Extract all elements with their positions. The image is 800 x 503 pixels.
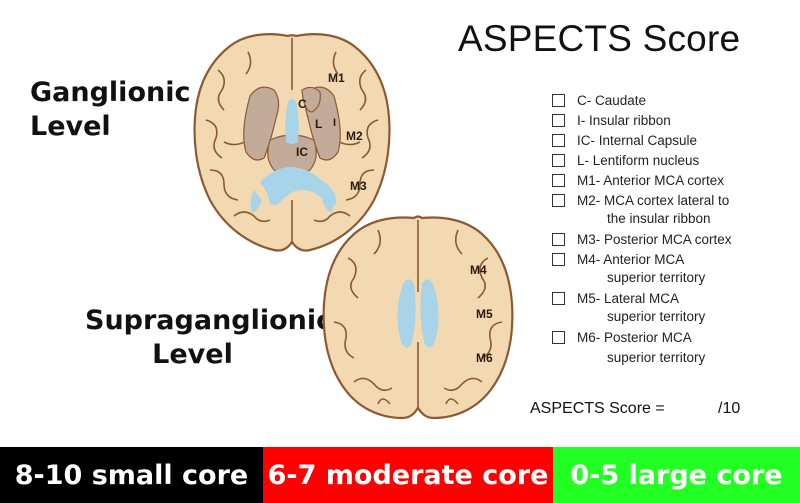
check-label: IC- Internal Capsule [577,133,698,148]
checkbox[interactable] [552,194,565,207]
label-m6: M6 [476,351,493,365]
label-m2: M2 [346,129,363,143]
check-label: C- Caudate [577,93,647,108]
check-label: M4- Anterior MCA [577,252,685,267]
checkbox[interactable] [552,174,565,187]
label-i: I [333,117,336,129]
checkbox[interactable] [552,253,565,266]
large-core-band: 0-5 large core [553,447,800,503]
checkbox[interactable] [552,114,565,127]
moderate-core-band: 6-7 moderate core [263,447,553,503]
check-label-line-2: superior territory [607,309,706,324]
supraganglionic-gyri [333,220,503,408]
supraganglionic-ventricles [397,279,439,348]
label-m1: M1 [328,71,345,85]
supraganglionic-level-label: Supraganglionic Level [85,304,333,372]
ganglionic-ventricles [250,99,337,212]
check-label-line-2: superior territory [607,270,706,285]
aspects-score-total: /10 [718,400,741,417]
ganglionic-gyri [205,38,379,242]
checkbox[interactable] [552,331,565,344]
checkbox[interactable] [552,94,565,107]
check-label: M3- Posterior MCA cortex [577,232,732,247]
small-core-band: 8-10 small core [0,447,263,503]
check-label-line-2: superior territory [607,350,706,365]
check-label: M1- Anterior MCA cortex [577,173,725,188]
label-m3: M3 [350,179,367,193]
ganglionic-line-1: Ganglionic [30,77,191,108]
label-ic: IC [296,145,308,159]
check-label: M2- MCA cortex lateral to [577,193,730,208]
check-label-line-2: the insular ribbon [607,211,711,226]
supraganglionic-line-1: Supraganglionic [85,305,333,336]
ganglionic-line-2: Level [30,111,111,142]
label-m4: M4 [470,263,487,277]
label-c: C [298,97,307,111]
check-label: M6- Posterior MCA [577,330,692,345]
ganglionic-brain-illustration: M1 C L I IC M2 M3 [193,33,391,252]
checkbox[interactable] [552,292,565,305]
checkbox[interactable] [552,154,565,167]
supraganglionic-line-2: Level [152,339,233,370]
aspects-score-label: ASPECTS Score = [530,400,665,417]
checkbox[interactable] [552,134,565,147]
check-label: M5- Lateral MCA [577,291,680,306]
diagram-title: ASPECTS Score [458,18,741,59]
label-l: L [315,117,322,131]
label-m5: M5 [476,307,493,321]
supraganglionic-brain-outline [322,215,514,420]
supraganglionic-brain-illustration: M4 M5 M6 [322,215,514,420]
check-label: I- Insular ribbon [577,113,671,128]
ganglionic-deep-nuclei [243,86,341,176]
ganglionic-level-label: Ganglionic Level [30,76,190,144]
check-label: L- Lentiform nucleus [577,153,700,168]
checkbox[interactable] [552,233,565,246]
